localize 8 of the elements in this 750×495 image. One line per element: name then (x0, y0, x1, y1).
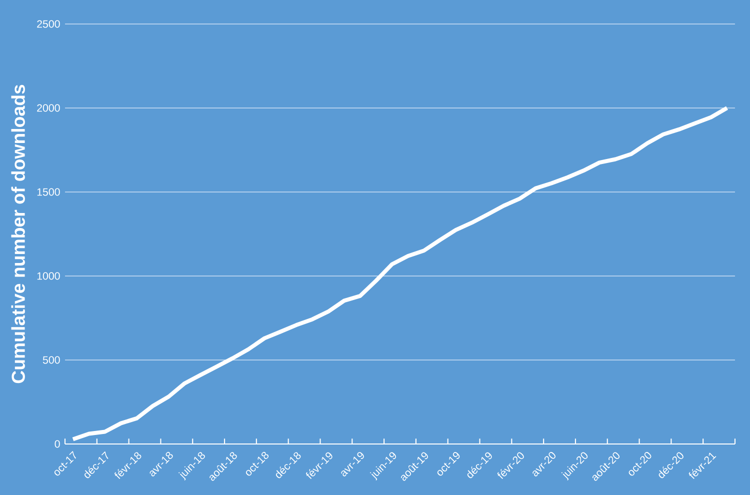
y-tick-label: 2500 (37, 20, 60, 28)
line-series (70, 106, 730, 442)
y-tick-label: 1500 (37, 188, 60, 196)
y-axis-title: Cumulative number of downloads (11, 84, 25, 384)
y-tick-label: 1000 (37, 272, 60, 280)
y-tick-label: 2000 (37, 104, 60, 112)
y-tick-label: 500 (42, 356, 60, 364)
y-tick-label: 0 (54, 440, 60, 448)
